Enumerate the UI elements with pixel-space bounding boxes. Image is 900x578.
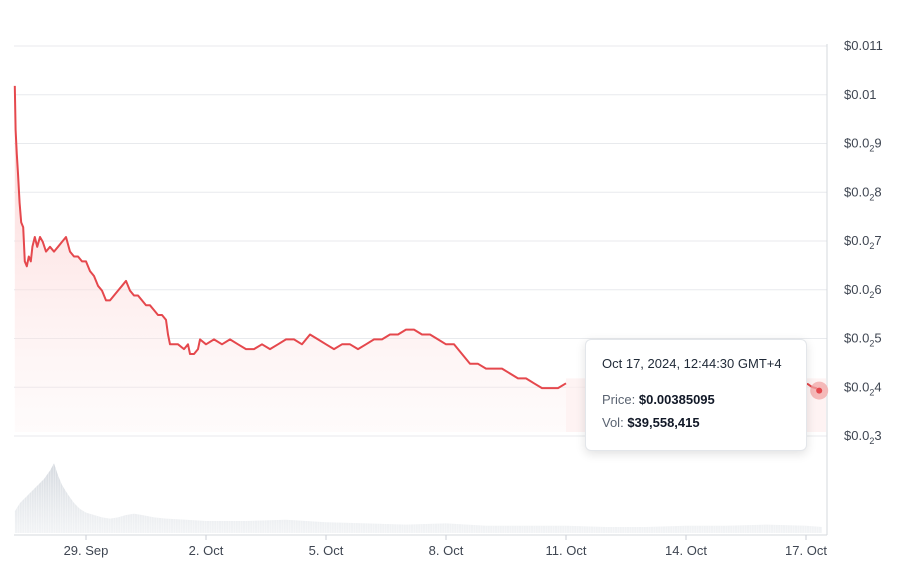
- y-tick-label: $0.023: [844, 428, 882, 446]
- x-tick-label: 8. Oct: [429, 543, 464, 558]
- x-tick-label: 29. Sep: [64, 543, 109, 558]
- tooltip-price-value: $0.00385095: [638, 392, 715, 407]
- y-tick-label: $0.028: [844, 184, 882, 202]
- tooltip-price-label: Price:: [602, 392, 636, 407]
- y-axis: $0.011 $0.01 $0.029 $0.028 $0.027 $0.026 $0.02…: [844, 38, 883, 446]
- tooltip-price-row: Price: $0.00385095: [602, 392, 790, 407]
- y-tick-label: $0.027: [844, 233, 882, 251]
- tooltip-vol-value: $39,558,415: [627, 415, 700, 430]
- x-tick-label: 5. Oct: [309, 543, 344, 558]
- tooltip-vol-label: Vol:: [602, 415, 624, 430]
- y-tick-label: $0.024: [844, 379, 882, 397]
- hover-marker: [810, 381, 829, 400]
- x-tick-label: 17. Oct: [785, 543, 827, 558]
- price-area-fill: [14, 85, 567, 433]
- x-tick-label: 14. Oct: [665, 543, 707, 558]
- x-tick-label: 11. Oct: [546, 543, 587, 558]
- volume-bars: [14, 463, 823, 533]
- price-series-line: [13, 85, 567, 390]
- y-tick-label: $0.011: [844, 38, 883, 53]
- price-tooltip: Oct 17, 2024, 12:44:30 GMT+4 Price: $0.0…: [585, 339, 807, 451]
- y-tick-label: $0.01: [844, 87, 877, 102]
- volume-area: [14, 463, 823, 533]
- tooltip-date: Oct 17, 2024, 12:44:30 GMT+4: [602, 356, 782, 371]
- hover-marker-dot: [816, 387, 823, 394]
- x-axis: 29. Sep 2. Oct 5. Oct 8. Oct 11. Oct 14. Oct 1…: [64, 535, 827, 558]
- y-tick-label: $0.029: [844, 136, 882, 154]
- y-tick-label: $0.026: [844, 282, 882, 300]
- x-tick-label: 2. Oct: [189, 543, 224, 558]
- tooltip-vol-row: Vol: $39,558,415: [602, 415, 790, 430]
- y-tick-label: $0.025: [844, 331, 882, 349]
